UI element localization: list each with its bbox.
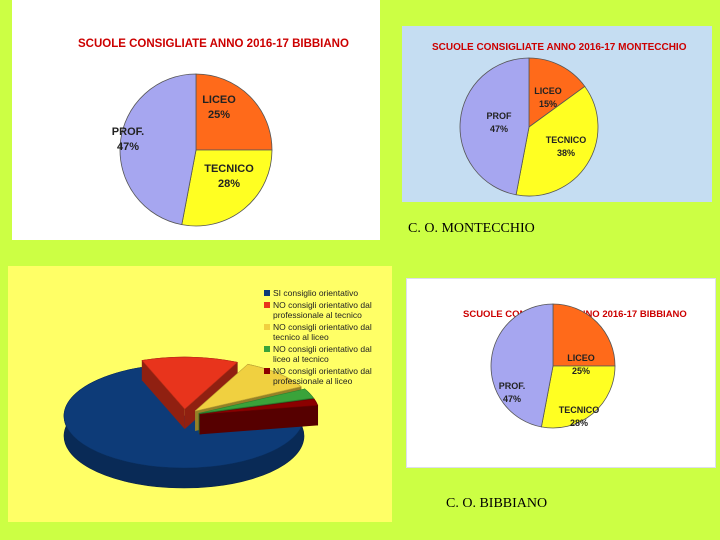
legend-item-2: NO consigli orientativo dal professional… xyxy=(264,300,386,320)
orientation-3d-pie-panel: SI consiglio orientativo NO consigli orie… xyxy=(8,266,392,522)
slice-percent-tecnico: 28% xyxy=(218,178,240,190)
pie-chart-bibbiano-bottom: LICEO 25% TECNICO 28% PROF. 47% xyxy=(490,303,616,429)
slice-label-prof: PROF. xyxy=(499,381,526,391)
caption-bibbiano: C. O. BIBBIANO xyxy=(446,496,548,511)
legend-item-4: NO consigli orientativo dal liceo al tec… xyxy=(264,344,386,364)
pie-slice-prof xyxy=(490,303,554,428)
pie-slice-tecnico xyxy=(540,365,616,429)
legend-swatch-3 xyxy=(264,324,270,330)
slice-label-liceo: LICEO xyxy=(202,94,236,106)
slice-label-tecnico: TECNICO xyxy=(546,135,587,145)
slice-percent-prof: 47% xyxy=(117,141,139,153)
slice-label-tecnico: TECNICO xyxy=(204,163,254,175)
legend-label-4: NO consigli orientativo dal liceo al tec… xyxy=(273,344,372,364)
slice-label-prof: PROF xyxy=(486,111,512,121)
chart-title-bibbiano-top: SCUOLE CONSIGLIATE ANNO 2016-17 BIBBIANO xyxy=(78,38,349,50)
legend-swatch-2 xyxy=(264,302,270,308)
caption-montecchio: C. O. MONTECCHIO xyxy=(408,221,535,236)
pie-slice-liceo xyxy=(552,303,616,367)
legend-item-1: SI consiglio orientativo xyxy=(264,288,386,298)
slice-percent-tecnico: 38% xyxy=(557,148,575,158)
pie-slice-tecnico xyxy=(515,85,599,197)
bibbiano-pie-panel-top: SCUOLE CONSIGLIATE ANNO 2016-17 BIBBIANO… xyxy=(12,0,380,240)
legend-label-3: NO consigli orientativo dal tecnico al l… xyxy=(273,322,372,342)
legend-item-5: NO consigli orientativo dal professional… xyxy=(264,366,386,386)
legend-label-1: SI consiglio orientativo xyxy=(273,288,359,298)
slice-label-liceo: LICEO xyxy=(534,86,562,96)
chart-legend-orientation: SI consiglio orientativo NO consigli orie… xyxy=(264,288,386,388)
legend-item-3: NO consigli orientativo dal tecnico al l… xyxy=(264,322,386,342)
pie-chart-montecchio: LICEO 15% TECNICO 38% PROF 47% xyxy=(459,57,599,197)
slice-percent-tecnico: 28% xyxy=(570,418,588,428)
legend-swatch-4 xyxy=(264,346,270,352)
slice-label-liceo: LICEO xyxy=(567,353,595,363)
slice-label-prof: PROF. xyxy=(112,126,144,138)
slice-percent-liceo: 15% xyxy=(539,99,557,109)
pie-slice-tecnico xyxy=(181,149,273,227)
legend-swatch-5 xyxy=(264,368,270,374)
slice-percent-prof: 47% xyxy=(503,394,521,404)
legend-swatch-1 xyxy=(264,290,270,296)
slice-percent-liceo: 25% xyxy=(208,109,230,121)
pie-slice-prof xyxy=(119,73,197,226)
pie-slice-orientation-5 xyxy=(199,398,319,435)
slice-label-tecnico: TECNICO xyxy=(559,405,600,415)
pie-chart-orientation-3d xyxy=(63,356,319,489)
pie-slice-liceo xyxy=(195,73,273,151)
slice-percent-liceo: 25% xyxy=(572,366,590,376)
legend-label-2: NO consigli orientativo dal professional… xyxy=(273,300,372,320)
pie-slice-liceo xyxy=(528,57,586,128)
pie-slice-prof xyxy=(459,57,530,196)
chart-title-montecchio: SCUOLE CONSIGLIATE ANNO 2016-17 MONTECCH… xyxy=(432,42,687,53)
legend-label-5: NO consigli orientativo dal professional… xyxy=(273,366,372,386)
bibbiano-pie-panel-bottom: SCUOLE CONSIGLIATE ANNO 2016-17 BIBBIANO… xyxy=(406,278,716,468)
slice-percent-prof: 47% xyxy=(490,124,508,134)
pie-chart-bibbiano-top: LICEO 25% TECNICO 28% PROF. 47% xyxy=(112,73,273,227)
montecchio-pie-panel: SCUOLE CONSIGLIATE ANNO 2016-17 MONTECCH… xyxy=(402,26,712,202)
